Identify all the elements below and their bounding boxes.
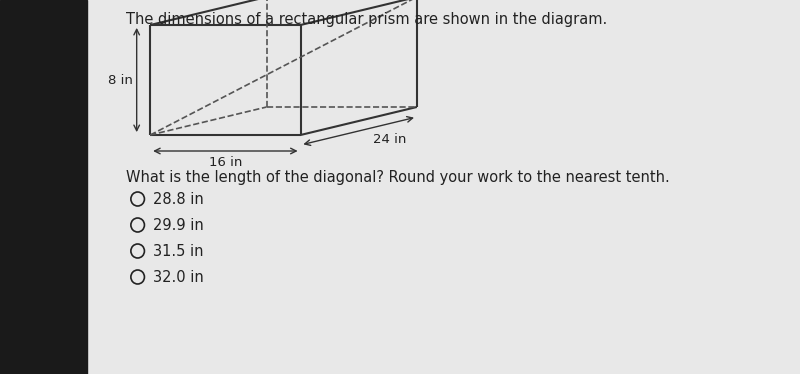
Bar	[0, 0, 87, 374]
Text: 16 in: 16 in	[209, 156, 242, 169]
Text: 32.0 in: 32.0 in	[153, 270, 204, 285]
Text: 8 in: 8 in	[108, 74, 133, 86]
Text: 31.5 in: 31.5 in	[153, 243, 204, 258]
Text: 28.8 in: 28.8 in	[153, 191, 204, 206]
Text: What is the length of the diagonal? Round your work to the nearest tenth.: What is the length of the diagonal? Roun…	[126, 170, 670, 185]
Text: The dimensions of a rectangular prism are shown in the diagram.: The dimensions of a rectangular prism ar…	[126, 12, 607, 27]
Text: 29.9 in: 29.9 in	[153, 218, 204, 233]
Text: 24 in: 24 in	[374, 133, 406, 146]
